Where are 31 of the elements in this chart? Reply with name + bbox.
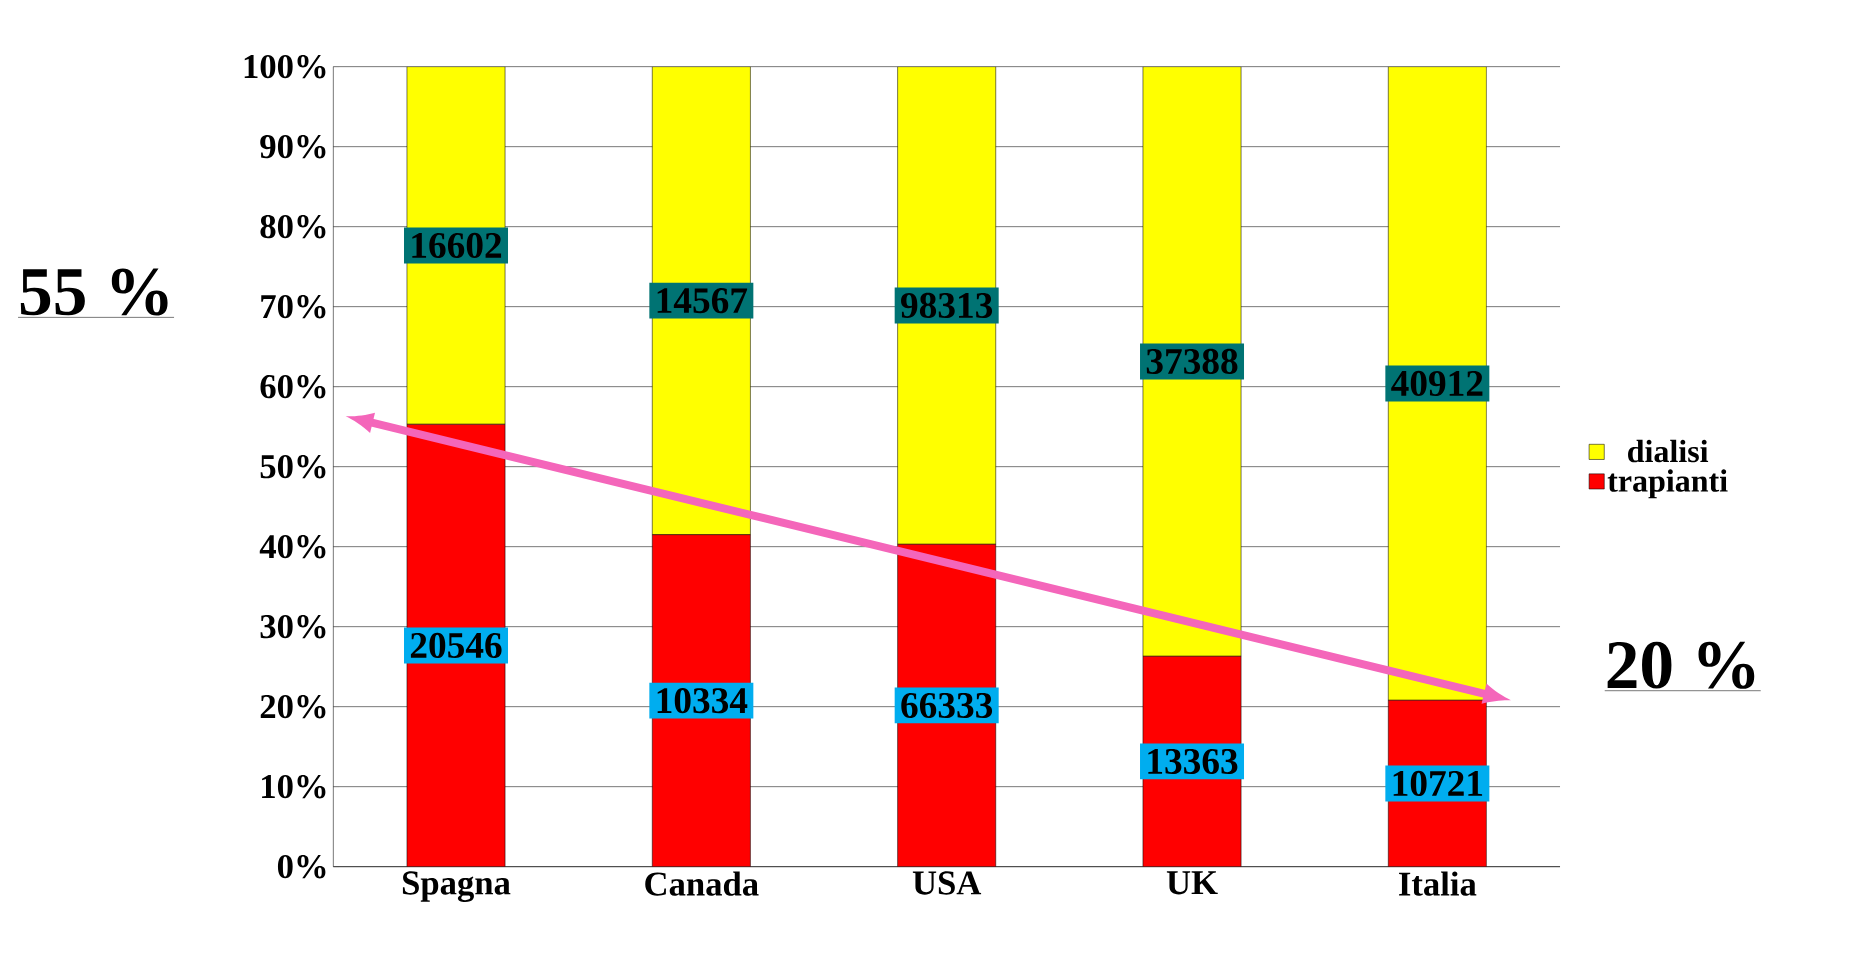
y-tick-label: 100% xyxy=(244,54,326,79)
y-tick-label: 80% xyxy=(260,214,326,239)
x-tick-label: Spagna xyxy=(402,871,511,902)
y-tick-label: 90% xyxy=(260,134,326,159)
annotation: 16602 xyxy=(412,232,502,259)
bar xyxy=(1142,66,1242,657)
annotation: 98313 xyxy=(901,292,993,319)
y-tick-label: 60% xyxy=(260,374,326,399)
x-tick-label: USA xyxy=(912,871,982,895)
annotation: 13363 xyxy=(1148,748,1238,774)
legend-label: trapianti xyxy=(1607,469,1728,499)
annotation: 14567 xyxy=(657,288,748,314)
annotation: 20546 xyxy=(410,632,502,659)
y-tick-label: 0% xyxy=(277,854,326,879)
y-tick-label: 20% xyxy=(260,694,326,719)
x-tick-label: Italia xyxy=(1399,871,1477,896)
y-tick-label: 30% xyxy=(260,614,326,639)
y-tick-label: 10% xyxy=(262,774,326,799)
annotation: 37388 xyxy=(1146,348,1238,375)
y-tick-label: 50% xyxy=(260,454,326,479)
y-tick-label: 40% xyxy=(259,534,326,559)
x-tick-label: UK xyxy=(1166,871,1218,895)
annotation: 40912 xyxy=(1391,370,1483,397)
annotation: 10334 xyxy=(657,688,748,714)
text: 55 % xyxy=(20,268,168,316)
text: 20 % xyxy=(1607,641,1755,689)
x-tick-label: Canada xyxy=(645,871,759,896)
annotation: 10721 xyxy=(1393,770,1483,797)
y-tick-label: 70% xyxy=(261,294,326,319)
annotation: 66333 xyxy=(901,692,993,718)
legend-label: dialisi xyxy=(1628,439,1709,463)
